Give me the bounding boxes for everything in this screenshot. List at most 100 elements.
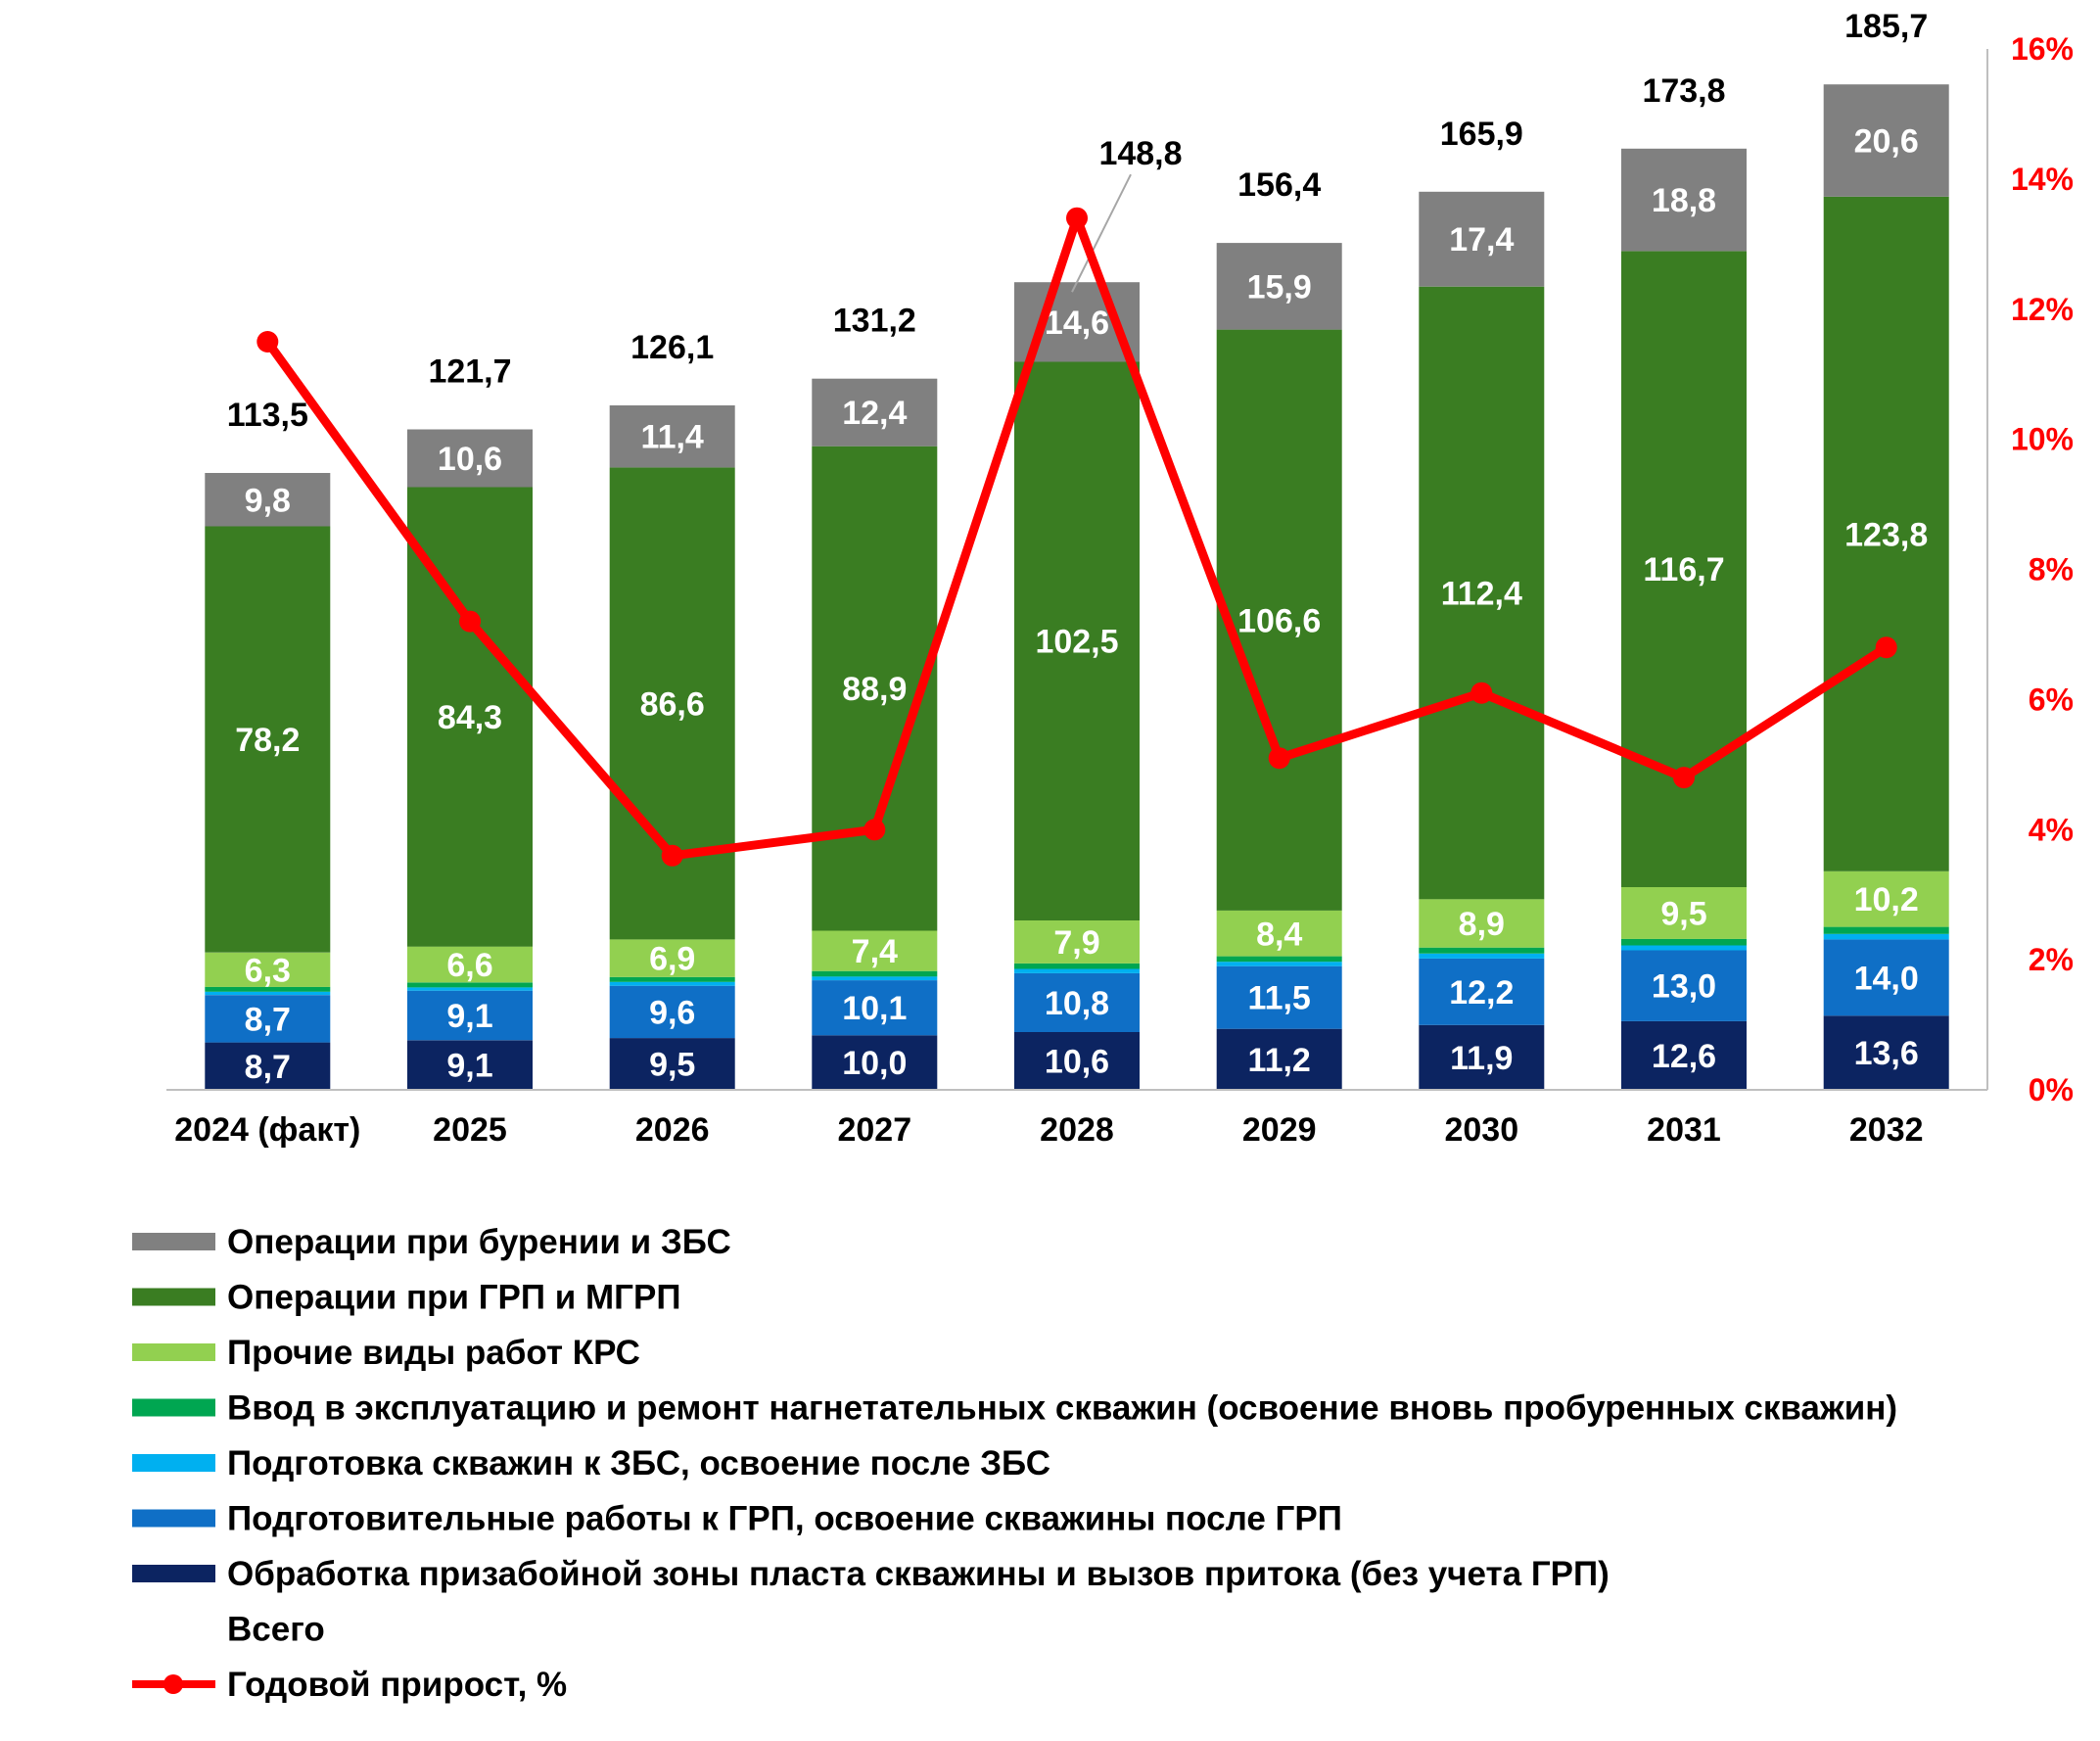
legend-label: Подготовка скважин к ЗБС, освоение после… [227, 1444, 1050, 1482]
bar-value-label: 116,7 [1643, 551, 1724, 588]
bar-value-label: 86,6 [640, 685, 705, 723]
bar-total-label: 173,8 [1642, 72, 1725, 110]
x-tick-label: 2027 [837, 1111, 911, 1149]
bar-total-label: 121,7 [428, 353, 511, 391]
bar-segment [1014, 963, 1140, 969]
x-tick-label: 2026 [635, 1111, 710, 1149]
bar-value-label: 13,6 [1854, 1035, 1919, 1072]
bar-segment [1621, 950, 1747, 1021]
legend-label: Ввод в эксплуатацию и ремонт нагнетатель… [227, 1389, 1897, 1428]
bar-value-label: 78,2 [235, 722, 300, 759]
bar-value-label: 10,6 [438, 441, 502, 478]
bar-segment [1216, 962, 1342, 966]
bar-value-label: 8,4 [1256, 916, 1302, 953]
x-tick-label: 2030 [1444, 1111, 1518, 1149]
bar-value-label: 10,2 [1854, 881, 1919, 918]
bar-segment [1823, 939, 1949, 1016]
x-tick-label: 2031 [1647, 1111, 1721, 1149]
bar-value-label: 9,6 [649, 994, 695, 1031]
bar-segment [812, 930, 938, 971]
bar-value-label: 8,9 [1459, 906, 1505, 943]
bar-value-label: 9,1 [446, 998, 492, 1035]
bar-segment [609, 981, 735, 986]
bar-total-label: 185,7 [1844, 8, 1928, 45]
bar-segment [205, 995, 331, 1043]
legend-swatch [132, 1288, 215, 1306]
bar-value-label: 8,7 [245, 1001, 291, 1038]
bar-segment [1419, 953, 1545, 959]
bar-value-label: 14,0 [1854, 960, 1919, 997]
bar-value-label: 6,6 [446, 947, 492, 984]
legend-swatch [132, 1454, 215, 1472]
bars-group [205, 84, 1949, 1090]
bar-segment [205, 1042, 331, 1090]
bar-segment [812, 980, 938, 1036]
bar-segment [1014, 361, 1140, 920]
bar-value-label: 20,6 [1854, 123, 1919, 161]
y2-tick-label: 2% [2029, 942, 2074, 977]
bar-total-label: 126,1 [630, 329, 714, 366]
bar-segment [1216, 243, 1342, 330]
bar-segment [1216, 329, 1342, 911]
bar-segment [1216, 956, 1342, 963]
x-tick-label: 2028 [1040, 1111, 1114, 1149]
bar-value-label: 6,3 [245, 952, 291, 989]
bar-segment [609, 405, 735, 468]
bar-segment [1621, 938, 1747, 946]
bar-value-label: 7,4 [852, 933, 898, 970]
bar-total-label: 148,8 [1098, 135, 1182, 172]
bar-value-label: 102,5 [1035, 624, 1118, 661]
bar-value-label: 6,9 [649, 941, 695, 978]
legend-label: Подготовительные работы к ГРП, освоение … [227, 1500, 1342, 1538]
bar-segment [812, 1035, 938, 1090]
bar-segment [407, 982, 533, 988]
growth-point [1673, 767, 1695, 789]
legend: Операции при бурении и ЗБС Операции при Г… [132, 1223, 1897, 1704]
x-tick-label: 2024 (факт) [174, 1111, 360, 1149]
bar-segment [205, 473, 331, 527]
y2-tick-label: 8% [2029, 552, 2074, 588]
bar-value-label: 123,8 [1844, 516, 1928, 553]
bar-value-label: 9,5 [649, 1047, 695, 1084]
bar-segment [205, 991, 331, 996]
bar-segment [1419, 958, 1545, 1025]
bar-segment [609, 976, 735, 982]
legend-swatch [132, 1509, 215, 1528]
growth-point [257, 331, 279, 353]
x-tick-label: 2032 [1849, 1111, 1924, 1149]
bar-segment [1014, 972, 1140, 1032]
x-tick-label: 2029 [1242, 1111, 1317, 1149]
bar-segment [1823, 933, 1949, 940]
growth-point [1875, 636, 1897, 659]
bar-segment [1419, 286, 1545, 900]
bar-segment [1823, 870, 1949, 927]
x-tick-label: 2025 [433, 1111, 507, 1149]
bar-segment [407, 987, 533, 991]
growth-point [459, 610, 481, 633]
legend-swatch [132, 1398, 215, 1417]
bar-segment [1823, 926, 1949, 934]
bar-segment [407, 946, 533, 983]
bar-total-label: 165,9 [1440, 116, 1523, 153]
bar-segment [1419, 947, 1545, 954]
y2-tick-label: 6% [2029, 682, 2074, 717]
bar-segment [609, 939, 735, 977]
bar-segment [1014, 968, 1140, 973]
bar-value-label: 7,9 [1053, 924, 1099, 962]
bar-segment [1621, 1020, 1747, 1090]
bar-value-label: 9,5 [1660, 895, 1706, 932]
bar-segment [407, 990, 533, 1041]
bar-value-label: 15,9 [1247, 268, 1312, 306]
bar-segment [407, 1040, 533, 1090]
bar-value-label: 12,6 [1652, 1038, 1716, 1075]
bar-value-label: 11,5 [1248, 980, 1311, 1017]
bar-segment [812, 976, 938, 981]
bar-value-label: 8,7 [245, 1049, 291, 1086]
legend-swatch [132, 1565, 215, 1582]
legend-label: Всего [227, 1611, 325, 1649]
bar-segment [1419, 1024, 1545, 1090]
bar-value-label: 10,8 [1045, 985, 1109, 1022]
bar-segment [1216, 910, 1342, 957]
